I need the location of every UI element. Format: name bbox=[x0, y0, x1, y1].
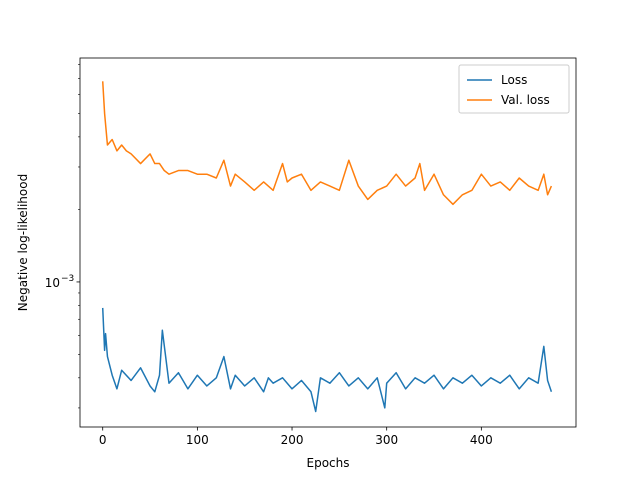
legend-entry: Val. loss bbox=[501, 93, 550, 107]
legend-box bbox=[458, 64, 570, 114]
x-tick-label: 400 bbox=[470, 433, 493, 447]
plot-frame bbox=[79, 57, 577, 428]
x-tick-label: 200 bbox=[281, 433, 304, 447]
legend-entry: Loss bbox=[501, 73, 527, 87]
x-tick-label: 100 bbox=[186, 433, 209, 447]
series-line-loss bbox=[101, 307, 553, 413]
x-axis-label: Epochs bbox=[307, 456, 350, 470]
series-layer bbox=[101, 81, 553, 413]
plot-area bbox=[80, 58, 576, 427]
x-axis: 0 100 200 300 400 bbox=[99, 427, 493, 447]
y-tick-label-exponent: −3 bbox=[61, 274, 74, 284]
y-tick-label: 10 bbox=[45, 276, 60, 290]
legend: Loss Val. loss bbox=[458, 64, 570, 114]
y-axis-label: Negative log-likelihood bbox=[16, 174, 30, 311]
x-tick-label: 300 bbox=[375, 433, 398, 447]
y-axis: 10 −3 bbox=[45, 64, 80, 409]
x-tick-label: 0 bbox=[99, 433, 107, 447]
